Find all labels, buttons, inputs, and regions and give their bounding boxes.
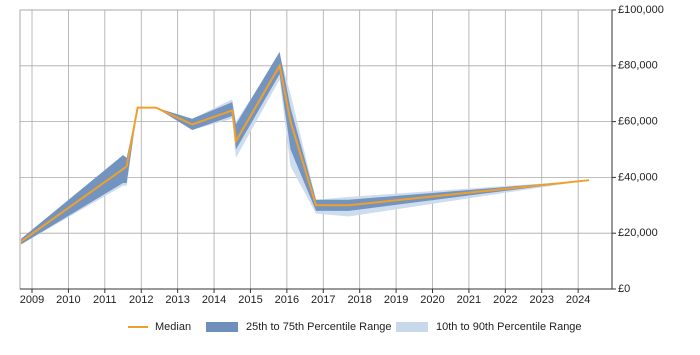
y-tick-label: £80,000 (618, 60, 658, 72)
x-tick-label: 2011 (93, 294, 117, 306)
x-tick-label: 2012 (129, 294, 153, 306)
percentile-band (21, 51, 590, 245)
x-tick-label: 2017 (311, 294, 335, 306)
legend-label: Median (155, 321, 191, 333)
plot-area (19, 9, 613, 290)
x-tick-label: 2016 (275, 294, 299, 306)
x-tick-label: 2014 (202, 294, 226, 306)
legend-swatch (396, 322, 428, 332)
y-tick-label: £0 (618, 283, 630, 295)
x-tick-label: 2024 (566, 294, 590, 306)
x-tick-label: 2020 (420, 294, 444, 306)
y-tick-label: £100,000 (618, 4, 664, 16)
x-tick-label: 2023 (529, 294, 553, 306)
x-tick-label: 2015 (238, 294, 262, 306)
x-tick-label: 2022 (493, 294, 517, 306)
median-line (20, 62, 590, 243)
legend-swatch (206, 322, 238, 332)
y-tick-label: £60,000 (618, 116, 658, 128)
legend-label: 25th to 75th Percentile Range (246, 321, 392, 333)
legend-label: 10th to 90th Percentile Range (436, 321, 582, 333)
x-tick-label: 2010 (56, 294, 80, 306)
x-tick-label: 2009 (20, 294, 44, 306)
x-tick-label: 2021 (457, 294, 481, 306)
x-tick-label: 2018 (347, 294, 371, 306)
x-tick-label: 2013 (165, 294, 189, 306)
x-tick-label: 2019 (384, 294, 408, 306)
y-tick-label: £20,000 (618, 227, 658, 239)
y-tick-label: £40,000 (618, 171, 658, 183)
